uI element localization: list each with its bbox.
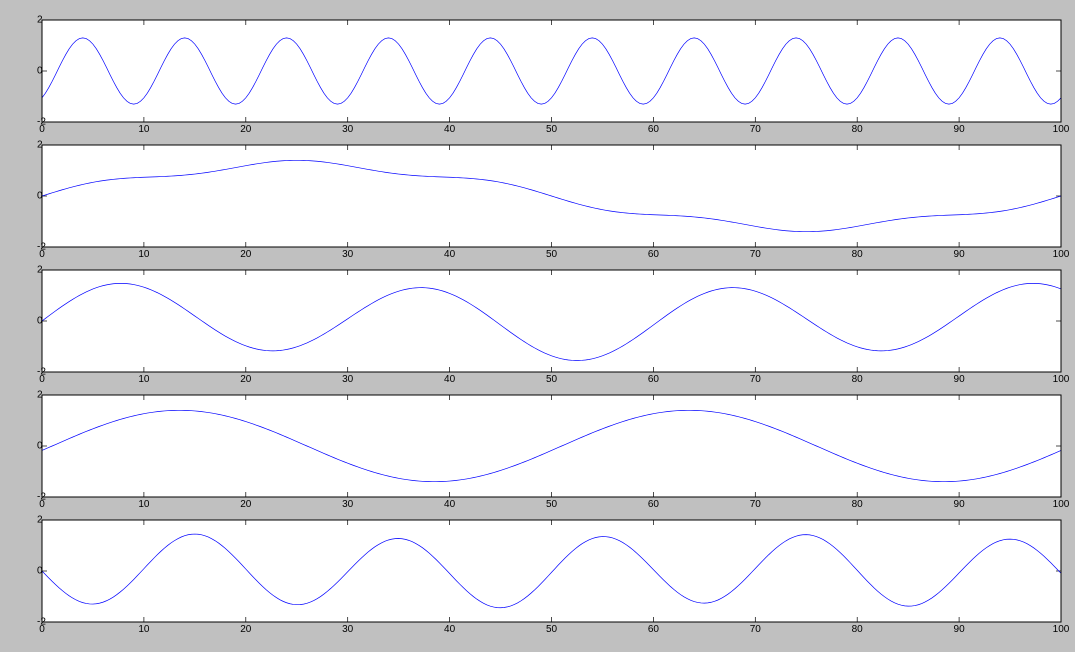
x-tick-label: 70 [750, 249, 761, 260]
figure: 0102030405060708090100-202 01020304050607… [0, 0, 1075, 652]
x-tick-label: 80 [852, 124, 863, 135]
x-tick-label: 70 [750, 124, 761, 135]
subplot-5: 0102030405060708090100-202 [42, 520, 1061, 622]
x-tick-label: 90 [954, 499, 965, 510]
subplot-4: 0102030405060708090100-202 [42, 395, 1061, 497]
plot-svg [42, 520, 1061, 622]
x-tick-label: 50 [546, 624, 557, 635]
x-tick-label: 70 [750, 624, 761, 635]
plot-svg [42, 20, 1061, 122]
plot-background [42, 520, 1061, 622]
x-tick-label: 20 [240, 249, 251, 260]
x-tick-label: 60 [648, 249, 659, 260]
x-tick-label: 20 [240, 374, 251, 385]
x-tick-label: 30 [342, 124, 353, 135]
x-tick-label: 10 [138, 499, 149, 510]
plot-background [42, 270, 1061, 372]
x-tick-label: 70 [750, 499, 761, 510]
x-tick-label: 40 [444, 499, 455, 510]
x-tick-label: 10 [138, 374, 149, 385]
x-tick-label: 10 [138, 249, 149, 260]
plot-svg [42, 145, 1061, 247]
x-tick-label: 80 [852, 374, 863, 385]
x-tick-label: 40 [444, 249, 455, 260]
x-tick-label: 100 [1053, 249, 1070, 260]
x-tick-label: 100 [1053, 374, 1070, 385]
x-tick-label: 60 [648, 624, 659, 635]
x-tick-label: 90 [954, 624, 965, 635]
x-tick-label: 40 [444, 374, 455, 385]
x-tick-label: 80 [852, 499, 863, 510]
x-tick-label: 30 [342, 374, 353, 385]
x-tick-label: 90 [954, 124, 965, 135]
x-tick-label: 100 [1053, 124, 1070, 135]
x-tick-label: 70 [750, 374, 761, 385]
x-tick-label: 60 [648, 374, 659, 385]
x-tick-label: 40 [444, 624, 455, 635]
subplot-1: 0102030405060708090100-202 [42, 20, 1061, 122]
x-tick-label: 50 [546, 124, 557, 135]
x-tick-label: 20 [240, 124, 251, 135]
x-tick-label: 80 [852, 249, 863, 260]
plot-background [42, 395, 1061, 497]
x-tick-label: 30 [342, 499, 353, 510]
x-tick-label: 90 [954, 249, 965, 260]
plot-svg [42, 395, 1061, 497]
plot-svg [42, 270, 1061, 372]
subplot-2: 0102030405060708090100-202 [42, 145, 1061, 247]
x-tick-label: 50 [546, 249, 557, 260]
x-tick-label: 30 [342, 624, 353, 635]
x-tick-label: 10 [138, 124, 149, 135]
x-tick-label: 40 [444, 124, 455, 135]
plot-background [42, 20, 1061, 122]
x-tick-label: 100 [1053, 499, 1070, 510]
x-tick-label: 50 [546, 374, 557, 385]
x-tick-label: 100 [1053, 624, 1070, 635]
x-tick-label: 60 [648, 499, 659, 510]
x-tick-label: 20 [240, 499, 251, 510]
x-tick-label: 30 [342, 249, 353, 260]
subplot-3: 0102030405060708090100-202 [42, 270, 1061, 372]
x-tick-label: 80 [852, 624, 863, 635]
x-tick-label: 10 [138, 624, 149, 635]
x-tick-label: 60 [648, 124, 659, 135]
x-tick-label: 50 [546, 499, 557, 510]
x-tick-label: 20 [240, 624, 251, 635]
x-tick-label: 90 [954, 374, 965, 385]
